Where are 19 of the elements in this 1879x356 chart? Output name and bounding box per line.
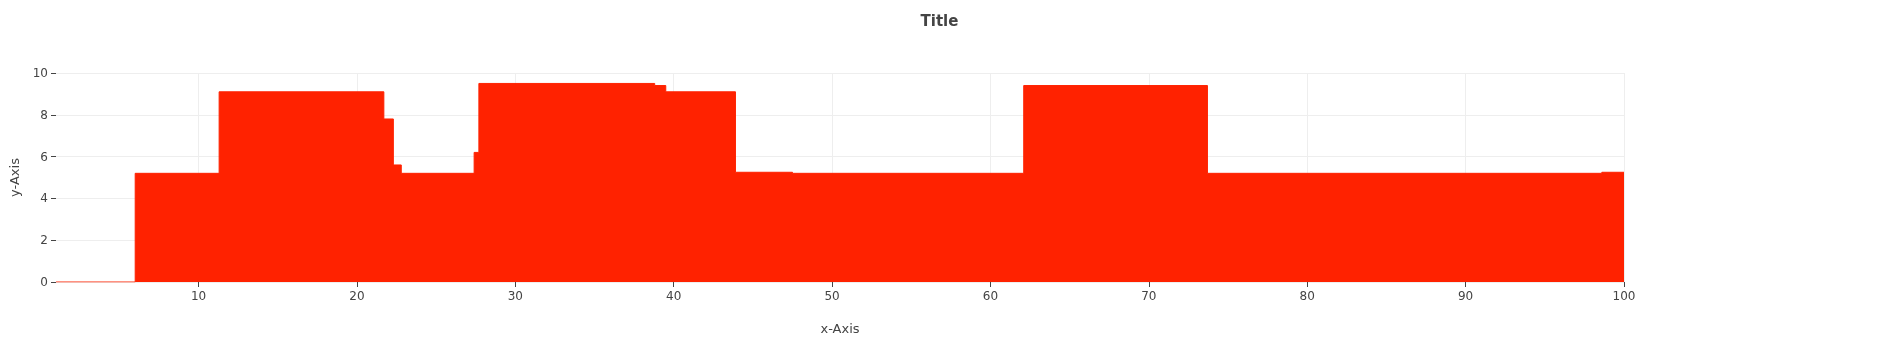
- x-tick-label: 90: [1457, 289, 1474, 303]
- y-tick-label: 0: [40, 275, 48, 289]
- x-tick-label: 60: [982, 289, 999, 303]
- y-axis-title: y-Axis: [7, 157, 22, 197]
- y-tick-label: 2: [40, 233, 48, 248]
- y-tick-label: 10: [32, 66, 48, 80]
- x-tick-label: 40: [666, 289, 682, 303]
- x-axis-title: x-Axis: [820, 321, 860, 336]
- x-tick-label: 50: [824, 289, 840, 303]
- y-tick-label: 4: [40, 191, 48, 206]
- x-tick-label: 20: [349, 289, 365, 303]
- y-tick-label: 8: [40, 107, 48, 122]
- x-tick-label: 80: [1299, 289, 1315, 303]
- x-tick-label: 10: [190, 289, 207, 303]
- x-tick-label: 100: [1612, 289, 1636, 303]
- x-tick-label: 70: [1141, 289, 1157, 303]
- x-tick-label: 30: [507, 289, 523, 303]
- chart-title: Title: [920, 11, 959, 30]
- y-tick-label: 6: [40, 149, 48, 164]
